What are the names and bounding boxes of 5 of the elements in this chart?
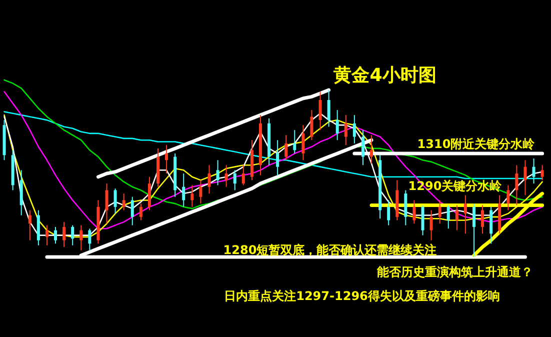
text: 能否历史重演构筑上升通道？	[377, 265, 533, 279]
annotation: 1280短暂双底，能否确认还需继续关注	[223, 243, 437, 257]
chart-title: 黄金4小时图	[332, 65, 436, 86]
annotation: 1310附近关键分水岭	[417, 137, 536, 151]
text: 日内重点关注1297-1296得失以及重磅事件的影响	[224, 289, 500, 303]
